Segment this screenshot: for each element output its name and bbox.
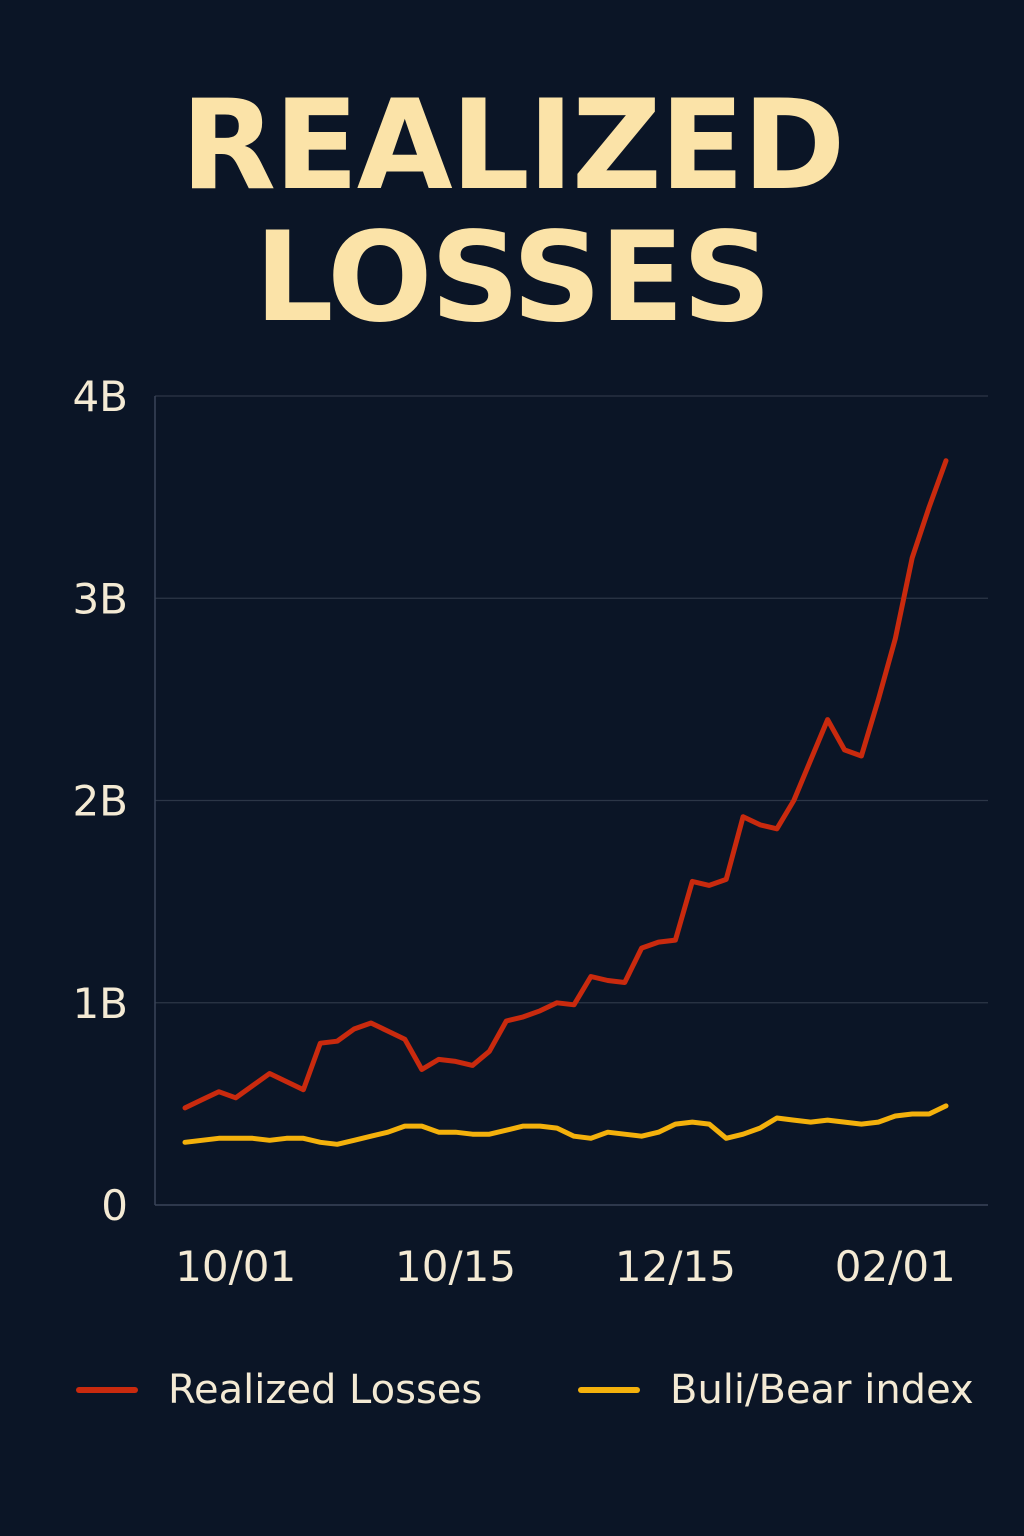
legend-item-realized-losses: Realized Losses xyxy=(76,1360,482,1420)
x-tick-label-0: 10/01 xyxy=(175,1242,296,1291)
legend-label-realized-losses: Realized Losses xyxy=(168,1367,483,1413)
chart-title: REALIZED LOSSES xyxy=(0,80,1024,344)
line-chart: 0 1B 2B 3B 4B 10/01 10/15 12/15 02/01 xyxy=(72,372,988,1291)
x-tick-label-3: 02/01 xyxy=(835,1242,956,1291)
legend-swatch-bull-bear-index xyxy=(578,1387,640,1393)
series-line-realized-losses xyxy=(182,458,949,1111)
legend-item-bull-bear-index: Buli/Bear index xyxy=(578,1360,974,1420)
chart-legend: Realized Losses Buli/Bear index xyxy=(0,1360,1024,1420)
series-line-bull-bear-index xyxy=(182,1103,949,1147)
y-tick-label-3: 3B xyxy=(72,574,128,623)
chart-title-line-2: LOSSES xyxy=(254,206,771,350)
y-tick-label-2: 2B xyxy=(72,777,128,826)
legend-swatch-realized-losses xyxy=(76,1387,138,1393)
x-tick-label-2: 12/15 xyxy=(615,1242,736,1291)
chart-title-line-1: REALIZED xyxy=(180,74,846,218)
legend-label-bull-bear-index: Buli/Bear index xyxy=(670,1367,974,1413)
y-tick-label-0: 0 xyxy=(101,1181,128,1230)
x-tick-label-1: 10/15 xyxy=(395,1242,516,1291)
y-tick-label-1: 1B xyxy=(72,979,128,1028)
y-tick-label-4: 4B xyxy=(72,372,128,421)
